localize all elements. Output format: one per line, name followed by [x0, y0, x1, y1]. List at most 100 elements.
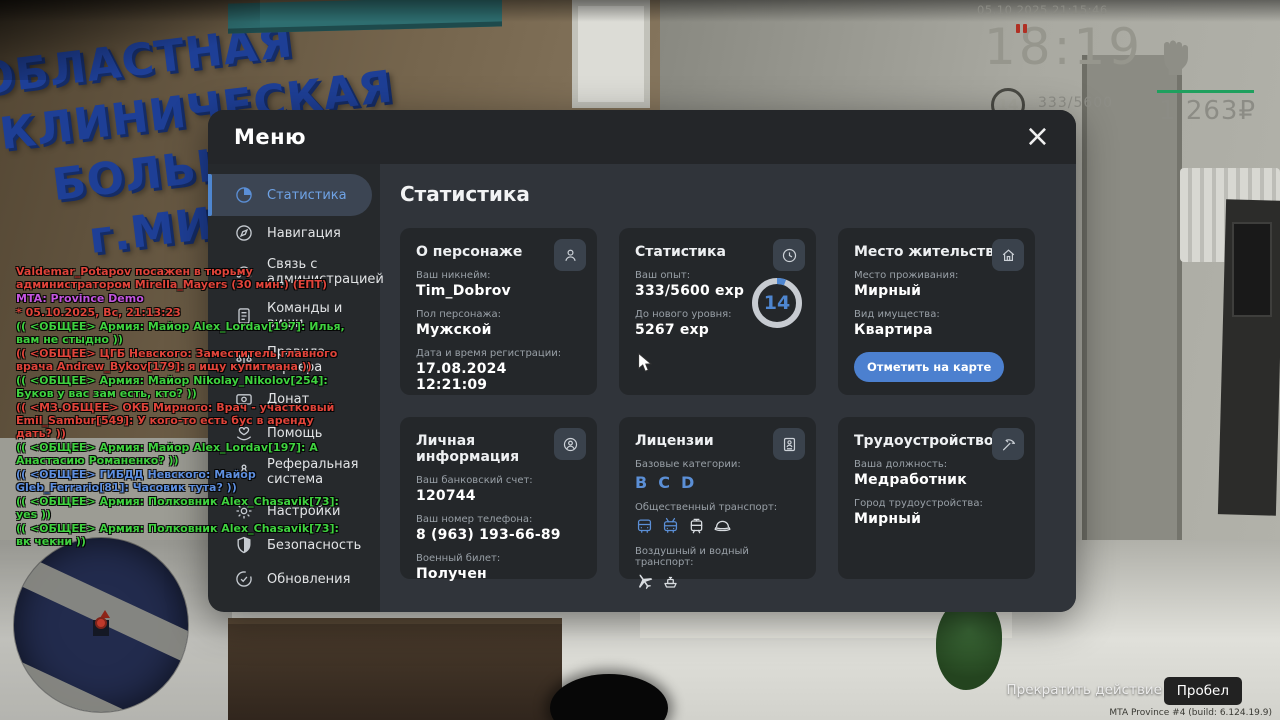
chat-log: Valdemar_Potapov посажен в тюрьму админи…: [16, 265, 352, 549]
stop-action-label: Прекратить действие: [1006, 682, 1162, 698]
sidebar-item-help[interactable]: Помощь: [208, 416, 380, 450]
sidebar-item-statistics[interactable]: Статистика: [208, 174, 372, 216]
chat-message: (( <ОБЩЕЕ> Армия: Майор Nikolay_Nikolov[…: [16, 374, 328, 400]
card-licenses: Лицензии Базовые категории: B C D Общест…: [619, 417, 816, 590]
field-label: Ваш банковский счет:: [416, 475, 533, 486]
sidebar-item-admin-contact[interactable]: Связь с администрацией: [208, 250, 384, 294]
card-title: Трудоустройство: [854, 433, 994, 449]
hud-alert-bars: [1016, 24, 1027, 33]
card-statistics: Статистика Ваш опыт: 333/5600 exp До нов…: [619, 228, 816, 395]
license-categories: B C D: [635, 473, 800, 492]
scene-desk: [228, 618, 562, 720]
compass-icon: [236, 225, 252, 241]
tram-icon: [690, 518, 703, 534]
license-category: B: [635, 473, 648, 492]
field-label: Ваш номер телефона:: [416, 514, 533, 525]
scene-kiosk-screen: [1232, 222, 1272, 317]
menu-sidebar: Статистика Навигация Связь с администрац…: [208, 164, 384, 612]
spacebar-key-button[interactable]: Пробел: [1163, 677, 1242, 705]
sidebar-item-server-rules[interactable]: Правила сервера: [208, 338, 380, 382]
chat-message: (( <ОБЩЕЕ> ЦГБ Невского: Заместитель гла…: [16, 347, 338, 373]
scene-door: [1082, 55, 1182, 560]
field-label: Общественный транспорт:: [635, 502, 778, 513]
sidebar-item-label: Обновления: [267, 571, 351, 587]
sidebar-item-label: Донат: [267, 391, 310, 407]
air-water-licenses: [635, 572, 800, 591]
field-value: 333/5600 exp: [635, 283, 745, 299]
public-transport-licenses: [635, 517, 800, 536]
hud-exp: 333/5600: [1038, 95, 1114, 111]
sidebar-item-label: Навигация: [267, 225, 341, 241]
bus-icon: [637, 519, 652, 533]
field-value: 8 (963) 193-66-89: [416, 527, 561, 543]
sidebar-item-navigation[interactable]: Навигация: [208, 216, 380, 250]
trolleybus-icon: [663, 517, 678, 533]
card-about-character: О персонаже Ваш никнейм: Tim_Dobrov Пол …: [400, 228, 597, 395]
field-label: Ваша должность:: [854, 459, 948, 470]
sidebar-item-settings[interactable]: Настройки: [208, 494, 380, 528]
sidebar-item-label: Команды и виши: [267, 301, 343, 331]
license-category: D: [680, 473, 695, 492]
field-value: Tim_Dobrov: [416, 283, 511, 299]
mouse-cursor: [637, 352, 654, 378]
user-icon: [554, 239, 586, 271]
scales-icon: [236, 353, 252, 368]
page-title: Статистика: [400, 182, 530, 206]
card-title: Место жительства: [854, 244, 1004, 260]
menu-panel: Меню × Статистика Навигация Связь с адми…: [208, 110, 1076, 612]
sidebar-item-label: Реферальная система: [267, 457, 359, 487]
chat-message: (( <МЗ.ОБЩЕЕ> ОКБ Мирного: Врач - участк…: [16, 401, 335, 440]
player-head-silhouette: [550, 674, 668, 720]
minimap-player-marker: [95, 617, 107, 629]
shield-icon: [237, 536, 251, 554]
hud-money: 1 263₽: [1159, 96, 1256, 126]
banknote-icon: [236, 394, 252, 405]
menu-content: Статистика О персонаже Ваш никнейм: Tim_…: [380, 164, 1076, 612]
field-value: Медработник: [854, 472, 967, 488]
gear-icon: [236, 503, 252, 519]
home-icon: [992, 239, 1024, 271]
field-value: Квартира: [854, 322, 933, 338]
sidebar-item-label: Правила сервера: [267, 345, 326, 375]
field-value: 17.08.2024 12:21:09: [416, 361, 507, 393]
id-card-icon: [773, 428, 805, 460]
field-value: 5267 exp: [635, 322, 709, 338]
field-value: Мужской: [416, 322, 492, 338]
sidebar-item-label: Безопасность: [267, 537, 362, 553]
field-label: Ваш опыт:: [635, 270, 691, 281]
field-value: Мирный: [854, 283, 922, 299]
sidebar-item-donate[interactable]: Донат: [208, 382, 380, 416]
headset-icon: [236, 266, 252, 278]
close-icon[interactable]: ×: [1024, 119, 1050, 154]
minimap: [14, 538, 188, 712]
license-category: C: [658, 473, 670, 492]
sidebar-item-label: Статистика: [267, 187, 347, 203]
sidebar-item-updates[interactable]: Обновления: [208, 562, 380, 596]
field-value: 120744: [416, 488, 476, 504]
pie-chart-icon: [236, 187, 252, 203]
field-label: Вид имущества:: [854, 309, 940, 320]
field-value: Мирный: [854, 511, 922, 527]
sidebar-item-referral[interactable]: Реферальная система: [208, 450, 380, 494]
field-value: Получен: [416, 566, 487, 582]
field-label: Воздушный и водный транспорт:: [635, 546, 749, 568]
sidebar-item-security[interactable]: Безопасность: [208, 528, 380, 562]
hud-money-bar: [1157, 90, 1254, 93]
level-progress-ring: 14: [750, 276, 804, 330]
mark-on-map-button[interactable]: Отметить на карте: [854, 352, 1005, 382]
user-circle-icon: [554, 428, 586, 460]
level-number: 14: [763, 292, 791, 314]
minimap-player-heading: [100, 610, 110, 618]
clock-icon: [773, 239, 805, 271]
document-icon: [238, 308, 250, 324]
card-residence: Место жительства Место проживания: Мирны…: [838, 228, 1035, 395]
chat-message: (( <ОБЩЕЕ> Армия: Полковник Alex_Chasavi…: [16, 522, 339, 548]
chat-message: (( <ОБЩЕЕ> Армия: Майор Alex_Lordav[197]…: [16, 441, 318, 467]
field-label: Место проживания:: [854, 270, 959, 281]
sidebar-item-commands[interactable]: Команды и виши: [208, 294, 380, 338]
scene-door-top: [572, 0, 650, 108]
chat-message: MTA: Province Demo: [16, 292, 144, 305]
chat-message: (( <ОБЩЕЕ> Армия: Майор Alex_Lordav[197]…: [16, 320, 345, 346]
menu-header: Меню ×: [208, 110, 1076, 164]
